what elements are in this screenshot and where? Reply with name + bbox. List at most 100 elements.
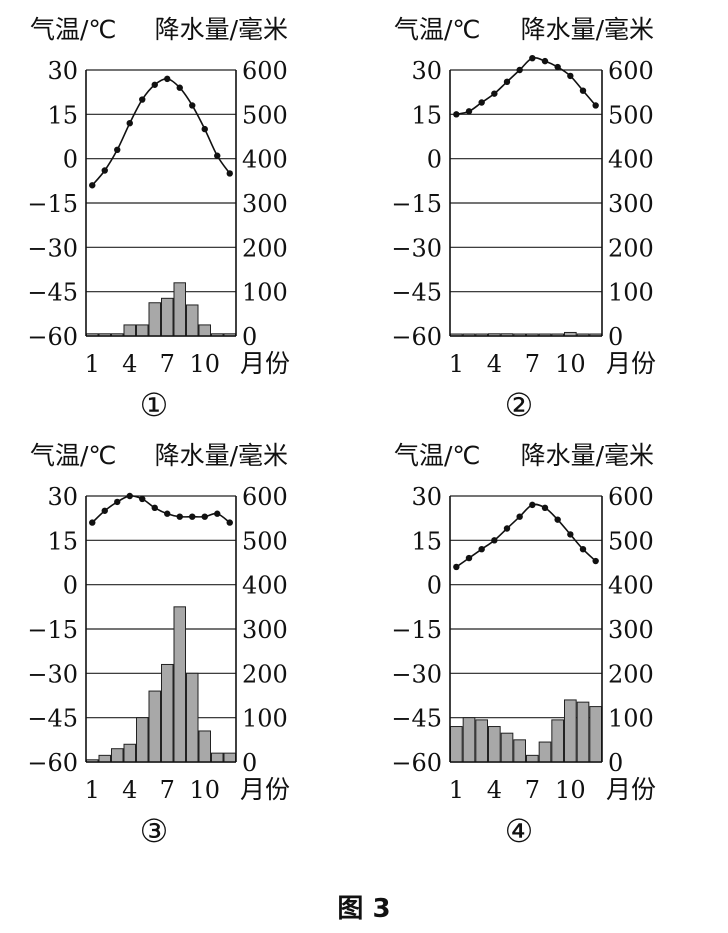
temperature-tick-label: 0 [427,572,442,600]
precipitation-bar [173,606,186,763]
precipitation-tick-label: 0 [608,749,623,777]
month-axis-title: 月份 [240,349,290,378]
temperature-tick-label: −45 [391,705,442,733]
temperature-point [126,120,133,127]
precipitation-tick-label: 100 [242,279,288,307]
temperature-point [453,111,460,118]
precipitation-bar [450,726,463,763]
temperature-tick-label: −15 [391,190,442,218]
temperature-tick-label: −45 [27,279,78,307]
figure-caption: 图 3 [337,894,391,924]
temperature-tick-label: 30 [47,483,78,511]
precipitation-tick-label: 200 [242,234,288,262]
precipitation-bar [589,706,602,763]
precipitation-bar [148,302,161,337]
precipitation-bar [551,719,564,763]
temperature-point [114,498,121,506]
precipitation-axis-title: 降水量/毫米 [521,441,654,470]
temperature-tick-label: −15 [27,616,78,644]
precipitation-bar [111,748,124,763]
month-tick-label: 4 [122,350,137,378]
temperature-line [455,503,597,568]
precipitation-tick-label: 500 [608,101,654,129]
precipitation-bar [198,324,211,337]
temperature-tick-label: −15 [391,616,442,644]
temperature-point [89,182,96,189]
temperature-point [541,57,549,65]
temperature-tick-label: −30 [391,660,442,688]
precipitation-tick-label: 400 [608,146,654,174]
temperature-point [554,516,561,523]
temperature-tick-label: −30 [27,234,78,262]
month-axis-title: 月份 [606,349,656,378]
precipitation-tick-label: 300 [242,616,288,644]
precipitation-bar [500,732,514,763]
temperature-point [592,102,599,109]
temperature-point [503,525,511,532]
temperature-point [139,96,146,103]
temperature-point [164,75,171,83]
temperature-point [529,54,536,62]
temperature-point [89,519,96,526]
month-tick-label: 1 [85,776,100,804]
temperature-tick-label: −15 [27,190,78,218]
precipitation-tick-label: 400 [242,572,288,600]
panel-label: ③ [140,812,169,850]
panel-label: ① [140,386,169,424]
month-tick-label: 1 [449,776,464,804]
precipitation-bar [161,297,174,337]
temperature-point [139,495,146,503]
precipitation-axis-title: 降水量/毫米 [155,15,288,44]
precipitation-bar [526,754,539,763]
month-tick-label: 4 [487,776,502,804]
temperature-point [189,513,196,520]
month-tick-label: 4 [487,350,502,378]
precipitation-bar [148,690,161,763]
precipitation-bar [576,701,590,763]
temperature-point [567,531,574,538]
temperature-point [554,63,561,71]
temperature-tick-label: −60 [27,749,78,777]
precipitation-bar [98,754,111,763]
precipitation-bar [462,717,476,763]
temperature-axis-title: 气温/℃ [394,441,481,470]
precipitation-bar [173,282,186,337]
temperature-tick-label: −60 [27,323,78,351]
precipitation-bar [564,699,577,763]
month-tick-label: 10 [189,350,220,378]
temperature-point [214,152,221,159]
precipitation-bar [198,730,211,763]
precipitation-axis-title: 降水量/毫米 [155,441,288,470]
temperature-tick-label: −60 [391,749,442,777]
precipitation-tick-label: 200 [608,234,654,262]
temperature-point [579,87,587,94]
temperature-point [478,99,485,106]
temperature-tick-label: 15 [411,101,442,129]
precipitation-tick-label: 300 [608,190,654,218]
temperature-point [453,563,460,571]
temperature-point [491,90,498,97]
precipitation-tick-label: 300 [608,616,654,644]
panel-label: ② [505,386,534,424]
month-tick-label: 7 [525,776,540,804]
month-tick-label: 7 [160,350,175,378]
precipitation-bar [186,304,199,337]
temperature-tick-label: 0 [63,146,78,174]
precipitation-tick-label: 0 [242,323,257,351]
temperature-point [579,546,587,553]
temperature-point [541,504,549,512]
temperature-axis-title: 气温/℃ [30,15,117,44]
precipitation-bar [161,663,174,763]
month-axis-title: 月份 [240,775,290,804]
precipitation-tick-label: 600 [608,483,654,511]
temperature-point [164,510,171,517]
temperature-point [503,78,511,86]
temperature-axis-title: 气温/℃ [30,441,117,470]
precipitation-bar [136,324,149,337]
temperature-point [101,507,108,514]
precipitation-tick-label: 100 [608,705,654,733]
temperature-point [592,557,599,565]
precipitation-bar [488,726,501,763]
temperature-point [465,108,473,115]
